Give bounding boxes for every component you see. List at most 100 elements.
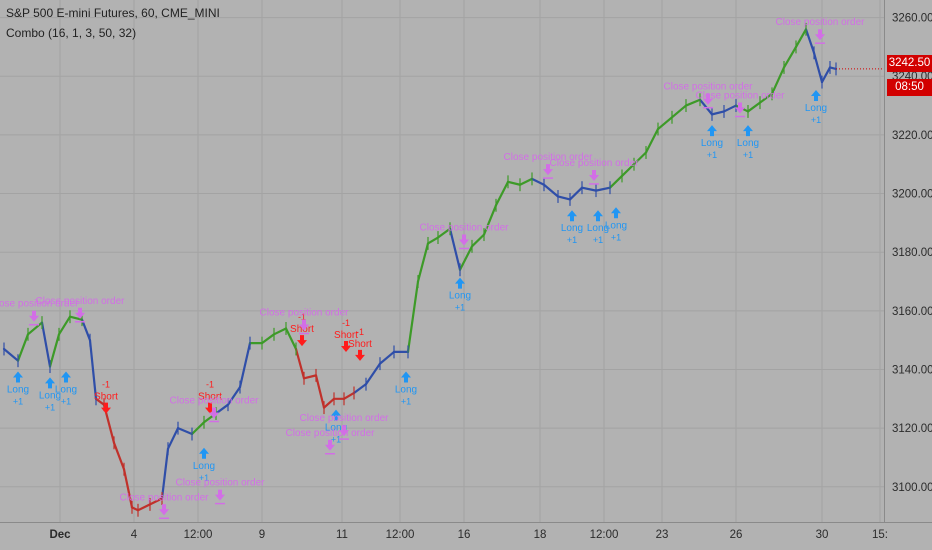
price-segment: [758, 92, 774, 104]
long-qty: +1: [61, 397, 71, 407]
price-tick-label: 3160.00: [892, 306, 932, 318]
long-qty: +1: [455, 303, 465, 313]
long-qty: +1: [811, 115, 821, 125]
long-label: Long: [39, 390, 61, 401]
close-position-label: Close position order: [300, 413, 390, 424]
price-segment: [448, 227, 462, 271]
time-tick-label: 16: [458, 529, 471, 541]
price-segment: [670, 104, 688, 119]
price-segment: [226, 386, 242, 406]
close-position-arrow: [325, 439, 335, 451]
short-qty: -1: [206, 380, 214, 390]
long-label: Long: [701, 138, 723, 149]
price-segment: [518, 177, 534, 186]
time-tick-label: 9: [259, 529, 265, 541]
short-arrow: [205, 402, 215, 414]
close-position-arrow: [735, 102, 745, 114]
close-position-arrow: [703, 93, 713, 105]
long-label: Long: [561, 223, 583, 234]
close-position-label: Close position order: [170, 395, 260, 406]
price-axis[interactable]: 3260.003240.003220.003200.003180.003160.…: [892, 13, 932, 494]
long-label: Long: [395, 385, 417, 396]
price-segment: [26, 321, 44, 336]
long-qty: +1: [743, 150, 753, 160]
long-label: Long: [587, 223, 609, 234]
price-tick-label: 3200.00: [892, 189, 932, 201]
chart-legend: S&P 500 E-mini Futures, 60, CME_MINI Com…: [6, 3, 220, 43]
short-arrow: [101, 402, 111, 414]
close-position-arrow: [589, 169, 599, 181]
price-segment: [828, 66, 838, 71]
close-position-arrow: [75, 307, 85, 319]
long-qty: +1: [593, 235, 603, 245]
time-tick-label: 12:00: [590, 529, 619, 541]
price-segment: [314, 374, 326, 409]
time-tick-label: 11: [336, 529, 348, 541]
price-segment: [112, 441, 126, 471]
long-qty: +1: [199, 473, 209, 483]
long-arrow: [611, 207, 621, 219]
price-segment: [656, 116, 674, 131]
short-qty: -1: [342, 318, 350, 328]
long-qty: +1: [331, 435, 341, 445]
close-position-label: Close position order: [696, 91, 786, 102]
price-segment: [722, 104, 738, 113]
price-segment: [770, 66, 786, 95]
price-segment: [620, 163, 636, 178]
close-position-arrow: [159, 504, 169, 516]
price-segment: [644, 127, 660, 154]
price-segment: [352, 383, 368, 395]
long-label: Long: [193, 461, 215, 472]
long-arrow: [707, 125, 717, 137]
price-segment: [458, 245, 474, 271]
price-segment: [16, 333, 30, 362]
symbol-title[interactable]: S&P 500 E-mini Futures, 60, CME_MINI: [6, 6, 220, 20]
short-label: Short: [334, 330, 358, 341]
price-segment: [2, 347, 20, 362]
price-segment: [530, 177, 546, 186]
indicator-title[interactable]: Combo (16, 1, 3, 50, 32): [6, 26, 137, 40]
close-position-arrow: [209, 407, 219, 419]
price-segment: [378, 350, 396, 365]
price-segment: [782, 45, 798, 69]
long-arrow: [45, 377, 55, 389]
countdown-badge: 08:50: [887, 79, 932, 96]
price-tick-label: 3260.00: [892, 13, 932, 25]
price-segment: [594, 186, 612, 192]
price-segment: [342, 391, 356, 400]
long-label: Long: [325, 423, 347, 434]
price-segment: [238, 342, 252, 389]
close-position-arrow: [29, 310, 39, 322]
price-segment: [68, 315, 84, 321]
price-tick-label: 3140.00: [892, 365, 932, 377]
price-segment: [684, 98, 702, 107]
short-arrow: [355, 349, 365, 361]
time-axis[interactable]: Dec 4 12:00 9 11 12:00 16 18 12:00 23 26 30 15:: [49, 529, 888, 541]
price-tick-label: 3120.00: [892, 423, 932, 435]
price-segment: [568, 186, 584, 201]
long-label: Long: [605, 220, 627, 231]
price-segment: [364, 362, 382, 386]
price-segment: [94, 397, 106, 406]
price-segment: [794, 28, 808, 49]
price-segment: [556, 195, 572, 201]
price-segment: [506, 180, 522, 186]
time-tick-label: 30: [816, 529, 829, 541]
long-label: Long: [7, 385, 29, 396]
time-tick-label: Dec: [49, 529, 71, 541]
price-segment: [272, 327, 288, 336]
long-label: Long: [55, 385, 77, 396]
close-position-arrow: [815, 29, 825, 41]
long-arrow: [61, 371, 71, 383]
time-tick-label: 18: [534, 529, 547, 541]
price-segment: [260, 333, 276, 345]
short-qty: -1: [102, 380, 110, 390]
close-position-arrow: [459, 234, 469, 246]
close-position-label: Close position order: [504, 152, 594, 163]
long-arrow: [567, 210, 577, 222]
price-segment: [494, 180, 510, 207]
time-tick-label: 12:00: [184, 529, 213, 541]
long-arrow: [743, 125, 753, 137]
price-segment: [40, 321, 52, 368]
